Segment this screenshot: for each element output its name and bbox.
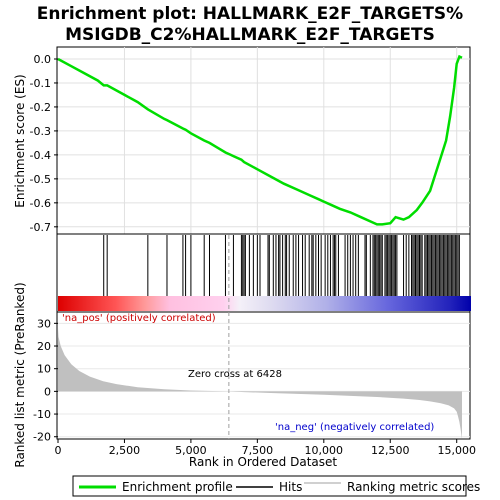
x-axis-label: Rank in Ordered Dataset bbox=[189, 455, 337, 469]
rank-color-bar bbox=[58, 296, 471, 311]
metric-y-tick-label: -10 bbox=[33, 408, 51, 421]
legend-label-hits: Hits bbox=[279, 480, 302, 494]
es-y-tick-label: -0.6 bbox=[30, 197, 51, 210]
ranked-metric-panel: 30 20 10 0 -10 -20 0 2,500 5,000 7,500 10,000 12,5… bbox=[13, 235, 476, 469]
es-gridlines bbox=[58, 47, 470, 234]
metric-y-axis-label: Ranked list metric (PreRanked) bbox=[13, 282, 27, 467]
es-y-tick-label: -0.2 bbox=[30, 101, 51, 114]
enrichment-profile-line bbox=[57, 54, 463, 226]
metric-x-ticks: 0 2,500 5,000 7,500 10,000 12,500 15,000 bbox=[55, 439, 476, 457]
es-y-tick-label: -0.1 bbox=[30, 77, 51, 90]
hit-lines bbox=[103, 235, 460, 296]
x-tick-label: 7,500 bbox=[242, 444, 274, 457]
chart-title-line-2: MSIGDB_C2%HALLMARK_E2F_TARGETS bbox=[65, 25, 435, 45]
x-tick-label: 12,500 bbox=[371, 444, 410, 457]
metric-y-tick-label: 30 bbox=[37, 317, 51, 330]
es-y-tick-label: -0.5 bbox=[30, 173, 51, 186]
x-tick-label: 15,000 bbox=[437, 444, 476, 457]
es-y-ticks: 0.0 -0.1 -0.2 -0.3 -0.4 -0.5 -0.6 -0.7 bbox=[30, 53, 58, 234]
metric-y-tick-label: 10 bbox=[37, 363, 51, 376]
hits-panel bbox=[56, 233, 471, 313]
legend-label-ranking-metric: Ranking metric scores bbox=[347, 480, 480, 494]
legend-frame bbox=[72, 475, 467, 497]
metric-y-ticks: 30 20 10 0 -10 -20 bbox=[33, 317, 58, 444]
legend-label-enrichment-profile: Enrichment profile bbox=[122, 480, 233, 494]
metric-y-tick-label: 20 bbox=[37, 340, 51, 353]
es-y-axis-label: Enrichment score (ES) bbox=[13, 74, 27, 207]
metric-panel-frame bbox=[56, 311, 471, 440]
metric-y-tick-label: 0 bbox=[44, 385, 51, 398]
es-y-tick-label: -0.7 bbox=[30, 221, 51, 234]
es-y-tick-label: 0.0 bbox=[34, 53, 52, 66]
enrichment-score-panel: 0.0 -0.1 -0.2 -0.3 -0.4 -0.5 -0.6 -0.7 Enrichme… bbox=[13, 46, 471, 235]
x-tick-label: 0 bbox=[55, 444, 62, 457]
x-tick-label: 2,500 bbox=[109, 444, 141, 457]
es-y-tick-label: -0.3 bbox=[30, 125, 51, 138]
x-tick-label: 5,000 bbox=[175, 444, 207, 457]
pos-correlated-label: 'na_pos' (positively correlated) bbox=[62, 313, 216, 324]
x-tick-label: 10,000 bbox=[305, 444, 344, 457]
metric-y-tick-label: -20 bbox=[33, 431, 51, 444]
chart-title-line-1: Enrichment plot: HALLMARK_E2F_TARGETS% bbox=[37, 4, 463, 24]
es-y-tick-label: -0.4 bbox=[30, 149, 51, 162]
neg-correlated-label: 'na_neg' (negatively correlated) bbox=[275, 422, 434, 433]
es-panel-frame bbox=[56, 46, 471, 235]
legend: Enrichment profile Hits Ranking metric s… bbox=[72, 475, 480, 497]
zero-cross-label: Zero cross at 6428 bbox=[188, 369, 282, 380]
